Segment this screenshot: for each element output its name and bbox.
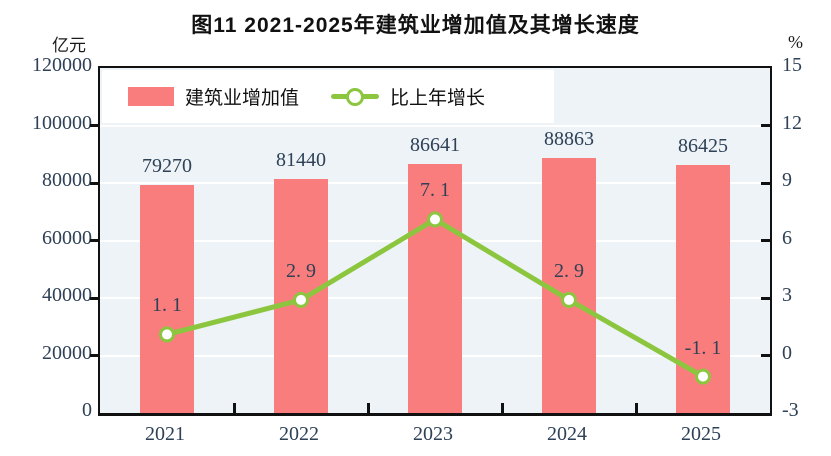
right-axis-tick-label: 15 bbox=[782, 54, 802, 76]
x-axis-tick bbox=[500, 403, 504, 413]
right-axis-tick-label: 12 bbox=[782, 111, 802, 134]
growth-marker-2024 bbox=[561, 291, 577, 308]
legend-item-bar: 建筑业增加值 bbox=[128, 83, 299, 110]
x-axis-label-2023: 2023 bbox=[413, 423, 453, 445]
x-axis-label-2024: 2024 bbox=[547, 423, 587, 445]
growth-value-label-2023: 7. 1 bbox=[420, 179, 450, 202]
legend-label-bar: 建筑业增加值 bbox=[185, 88, 300, 109]
right-axis-tick-label: -3 bbox=[782, 399, 799, 421]
legend-label-line: 比上年增长 bbox=[390, 88, 486, 109]
x-axis-tick bbox=[366, 403, 370, 413]
right-axis-tick bbox=[761, 296, 770, 300]
left-axis-tick bbox=[90, 296, 100, 300]
right-axis-tick bbox=[761, 354, 770, 357]
chart-title: 图11 2021-2025年建筑业增加值及其增长速度 bbox=[191, 14, 640, 37]
left-axis-tick-label: 0 bbox=[82, 399, 92, 421]
right-axis-unit: % bbox=[788, 32, 803, 52]
right-axis-tick-label: 3 bbox=[782, 284, 792, 306]
growth-value-label-2022: 2. 9 bbox=[286, 259, 316, 282]
growth-value-label-2024: 2. 9 bbox=[554, 259, 584, 282]
x-axis-tick bbox=[634, 403, 638, 413]
left-axis-tick bbox=[90, 181, 100, 185]
growth-marker-2023 bbox=[427, 211, 443, 228]
bar-value-label-2024: 88863 bbox=[544, 127, 594, 150]
bar-value-label-2023: 86641 bbox=[410, 133, 460, 156]
growth-line-path bbox=[164, 216, 706, 380]
x-axis-label-2025: 2025 bbox=[681, 423, 721, 445]
right-axis: 15 12 9 6 3 0 -3 bbox=[782, 54, 831, 421]
right-axis-tick-label: 6 bbox=[782, 226, 792, 249]
x-axis-label-2022: 2022 bbox=[279, 423, 319, 445]
line-legend-swatch-icon bbox=[331, 87, 380, 106]
bar-2023 bbox=[408, 163, 462, 413]
left-axis: 120000 100000 80000 60000 40000 20000 0 bbox=[0, 54, 92, 421]
right-axis-tick bbox=[761, 239, 770, 242]
left-axis-unit: 亿元 bbox=[52, 36, 86, 55]
bar-legend-swatch-icon bbox=[128, 87, 174, 106]
x-axis-tick bbox=[232, 403, 236, 413]
bar-2024 bbox=[542, 157, 596, 413]
left-axis-tick-label: 120000 bbox=[32, 54, 92, 76]
right-axis-tick bbox=[761, 181, 770, 185]
left-axis-tick-label: 80000 bbox=[42, 169, 92, 191]
left-axis-tick-label: 40000 bbox=[42, 284, 92, 306]
right-axis-tick-label: 0 bbox=[782, 341, 792, 364]
x-axis-label-2021: 2021 bbox=[145, 423, 185, 445]
growth-value-label-2021: 1. 1 bbox=[152, 294, 182, 317]
left-axis-tick-label: 60000 bbox=[42, 226, 92, 249]
left-axis-tick bbox=[90, 124, 100, 127]
growth-value-label-2025: -1. 1 bbox=[684, 336, 722, 359]
legend: 建筑业增加值 比上年增长 bbox=[102, 70, 554, 123]
right-axis-tick bbox=[761, 124, 770, 127]
line-legend-marker-icon bbox=[346, 87, 365, 106]
growth-marker-2022 bbox=[293, 291, 309, 308]
growth-line bbox=[159, 211, 711, 385]
x-axis: 2021 2022 2023 2024 2025 bbox=[98, 421, 768, 449]
bar-value-label-2022: 81440 bbox=[276, 148, 326, 171]
bar-value-label-2021: 79270 bbox=[142, 155, 192, 178]
gridline bbox=[100, 124, 770, 127]
growth-marker-2021 bbox=[159, 326, 175, 343]
legend-item-line: 比上年增长 bbox=[331, 83, 485, 110]
left-axis-tick bbox=[90, 354, 100, 357]
right-axis-tick-label: 9 bbox=[782, 169, 792, 191]
bar-value-label-2025: 86425 bbox=[678, 134, 728, 157]
left-axis-tick-label: 20000 bbox=[42, 341, 92, 364]
plot-area: 建筑业增加值 比上年增长 79270 81440 86641 88863 86425 1.… bbox=[90, 66, 772, 416]
growth-marker-2025 bbox=[695, 368, 711, 385]
bar-2021 bbox=[140, 185, 194, 413]
left-axis-tick-label: 100000 bbox=[32, 111, 92, 134]
left-axis-tick bbox=[90, 239, 100, 242]
